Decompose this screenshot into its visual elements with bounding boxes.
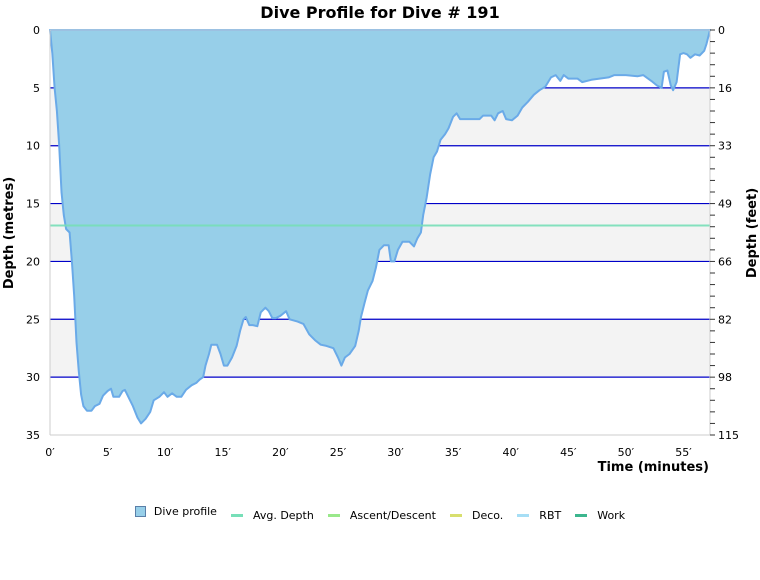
y2-tick-label: 0 xyxy=(718,24,725,37)
y-tick-label: 15 xyxy=(26,198,40,211)
y2-tick-label: 49 xyxy=(718,198,732,211)
y2-axis-label: Depth (feet) xyxy=(745,188,760,278)
x-tick-label: 10′ xyxy=(157,446,174,459)
axes xyxy=(49,30,711,436)
legend-item[interactable]: Work xyxy=(575,509,625,522)
x-tick-label: 15′ xyxy=(215,446,232,459)
legend-line-swatch xyxy=(230,514,243,517)
legend-item[interactable]: RBT xyxy=(517,509,561,522)
x-tick-label: 40′ xyxy=(502,446,519,459)
x-tick-label: 45′ xyxy=(560,446,577,459)
legend-item[interactable]: Deco. xyxy=(449,509,504,522)
y-tick-label: 25 xyxy=(26,313,40,326)
y-tick-label: 35 xyxy=(26,429,40,442)
y2-tick-label: 66 xyxy=(718,255,732,268)
dive-profile-chart: 0 5 10 15 20 25 30 35 0 16 33 49 66 82 98 115 0′ 5′ 10′ 1… xyxy=(2,24,760,475)
legend-line-swatch xyxy=(449,514,462,517)
legend-line-swatch xyxy=(575,514,588,517)
legend: Dive profile Avg. Depth Ascent/Descent Deco… xyxy=(0,505,760,522)
legend-label: Ascent/Descent xyxy=(349,509,436,522)
legend-item[interactable]: Ascent/Descent xyxy=(327,509,436,522)
y2-tick-label: 98 xyxy=(718,371,732,384)
y-tick-label: 0 xyxy=(33,24,40,37)
legend-label: Avg. Depth xyxy=(252,509,314,522)
y-axis-label: Depth (metres) xyxy=(2,177,17,289)
x-tick-label: 0′ xyxy=(45,446,55,459)
legend-label: Dive profile xyxy=(153,505,217,518)
x-tick-label: 35′ xyxy=(445,446,462,459)
x-tick-label: 50′ xyxy=(618,446,635,459)
y-tick-label: 5 xyxy=(33,82,40,95)
legend-line-swatch xyxy=(517,514,530,517)
y-tick-label: 30 xyxy=(26,371,40,384)
y-axis-ticks: 0 5 10 15 20 25 30 35 xyxy=(26,24,40,442)
y2-axis-ticks: 0 16 33 49 66 82 98 115 xyxy=(710,24,739,442)
dive-profile-area xyxy=(49,29,711,425)
legend-line-swatch xyxy=(327,514,340,517)
x-tick-label: 25′ xyxy=(330,446,347,459)
y-tick-label: 20 xyxy=(26,255,40,268)
y-tick-label: 10 xyxy=(26,140,40,153)
y2-tick-label: 33 xyxy=(718,140,732,153)
dive-profile-shape xyxy=(49,29,711,425)
x-tick-label: 5′ xyxy=(103,446,113,459)
legend-label: Work xyxy=(597,509,626,522)
x-axis-ticks: 0′ 5′ 10′ 15′ 20′ 25′ 30′ 35′ 40′ 45′ 50′ 55′ xyxy=(45,446,692,459)
y2-tick-label: 82 xyxy=(718,313,732,326)
x-tick-label: 20′ xyxy=(272,446,289,459)
legend-label: RBT xyxy=(539,509,562,522)
chart-title: Dive Profile for Dive # 191 xyxy=(260,3,500,22)
x-axis-label: Time (minutes) xyxy=(598,460,709,475)
y2-tick-label: 16 xyxy=(718,82,732,95)
legend-item[interactable]: Avg. Depth xyxy=(230,509,314,522)
x-tick-label: 55′ xyxy=(675,446,692,459)
y2-tick-label: 115 xyxy=(718,429,739,442)
legend-label: Deco. xyxy=(471,509,504,522)
legend-item[interactable]: Dive profile xyxy=(134,505,217,518)
x-tick-label: 30′ xyxy=(387,446,404,459)
legend-box-swatch xyxy=(134,506,146,517)
